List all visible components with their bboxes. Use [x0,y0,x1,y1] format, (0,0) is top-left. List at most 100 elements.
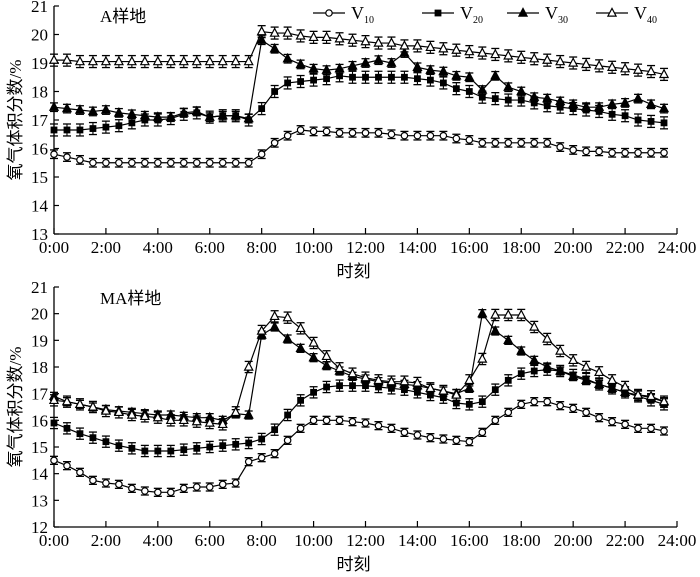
data-point-v40 [282,27,293,37]
x-axis-label: 时刻 [337,555,371,574]
data-point-v40 [399,40,410,50]
data-point-v40 [139,55,150,66]
data-point-v20 [245,439,253,447]
data-point-v10 [154,488,162,497]
data-point-v10 [270,139,279,147]
data-point-v40 [594,366,605,377]
data-point-v30 [204,111,215,121]
data-point-v20 [128,444,136,452]
data-point-v10 [647,148,655,157]
legend-marker-v20 [434,9,442,17]
data-point-v40 [295,322,306,333]
data-point-v40 [438,385,449,395]
data-point-v40 [152,411,163,422]
data-point-v20 [439,394,447,402]
data-point-v10 [387,424,396,433]
data-point-v10 [167,488,175,497]
data-point-v30 [529,91,540,101]
data-point-v30 [464,71,475,81]
x-axis-label: 时刻 [337,262,371,281]
data-point-v10 [387,130,396,139]
data-point-v40 [619,62,631,73]
x-tick-label: 16:00 [450,238,489,257]
legend-label: V10 [351,3,374,26]
data-point-v30 [61,102,73,113]
data-point-v10 [257,453,266,462]
data-point-v20 [310,388,317,396]
data-point-v10 [309,416,318,425]
data-point-v10 [582,147,590,156]
data-point-v40 [464,374,475,385]
data-point-v20 [504,96,512,104]
data-point-v40 [477,353,488,363]
data-point-v40 [412,377,423,387]
data-point-v40 [100,55,112,66]
data-point-v20 [271,88,279,95]
data-point-v10 [167,158,175,167]
data-point-v40 [619,381,631,391]
data-point-v10 [491,416,500,425]
y-tick-label: 18 [31,83,48,102]
data-point-v40 [191,55,202,66]
data-point-v40 [178,414,189,425]
data-point-v30 [347,59,358,70]
data-point-v40 [243,55,254,66]
data-point-v40 [113,55,124,66]
data-point-v10 [426,433,435,442]
data-point-v10 [608,148,616,157]
data-point-v40 [451,389,462,399]
x-tick-label: 4:00 [143,531,173,550]
data-point-v40 [308,337,319,347]
series-v40 [48,308,670,431]
data-point-v20 [349,73,356,81]
data-point-v10 [595,147,603,156]
x-tick-label: 0:00 [39,531,69,550]
data-point-v10 [569,404,577,413]
data-point-v20 [414,388,421,396]
panel-title: MA样地 [100,289,161,308]
legend-item-v20: V20 [422,3,483,26]
y-tick-label: 21 [31,278,48,297]
data-point-v20 [543,102,551,110]
data-point-v10 [322,416,331,425]
data-point-v20 [102,438,110,446]
legend-label-main: V [545,3,558,23]
data-point-v10 [63,461,71,470]
data-point-v10 [296,424,305,433]
data-point-v10 [374,129,383,137]
data-point-v30 [282,333,293,343]
data-point-v30 [503,334,514,345]
data-point-v20 [76,430,84,438]
data-point-v20 [323,75,330,83]
data-point-v10 [141,158,149,167]
data-point-v30 [243,409,254,419]
data-point-v10 [543,397,552,406]
data-point-v10 [115,158,123,167]
data-point-v10 [439,435,448,443]
data-point-v20 [323,383,330,391]
legend-label: V30 [545,3,568,26]
data-point-v40 [581,361,592,371]
y-tick-label: 16 [31,411,48,430]
x-tick-label: 18:00 [502,238,541,257]
x-tick-label: 6:00 [195,531,225,550]
data-point-v40 [230,406,241,417]
data-point-v40 [61,395,73,406]
legend-label: V40 [634,3,657,26]
panel-title: A样地 [100,7,146,26]
data-point-v20 [491,95,499,103]
data-point-v40 [594,59,605,70]
series-v10 [50,125,669,168]
data-point-v20 [439,79,447,87]
data-point-v40 [373,374,384,385]
data-point-v30 [658,102,670,113]
x-tick-label: 22:00 [606,531,645,550]
y-tick-label: 13 [31,225,48,244]
data-point-v10 [660,148,668,157]
legend-label-sub: 20 [473,15,483,26]
data-point-v40 [334,32,345,43]
data-point-v30 [594,378,605,389]
data-point-v30 [295,58,306,69]
data-point-v40 [347,367,358,378]
